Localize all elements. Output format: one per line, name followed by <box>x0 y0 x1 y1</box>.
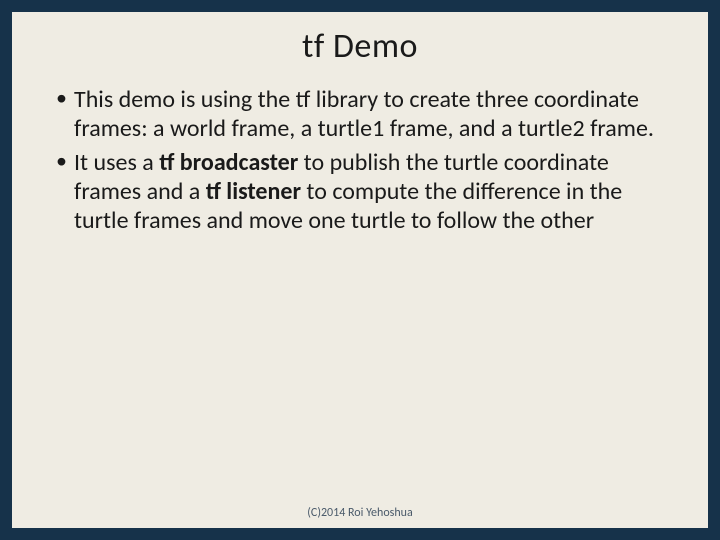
slide-title: tf Demo <box>12 12 708 85</box>
bullet-item: This demo is using the tf library to cre… <box>56 85 678 144</box>
bullet-text-segment: It uses a <box>74 148 159 177</box>
bullet-text-segment: tf broadcaster <box>159 148 298 177</box>
bullet-item: It uses a tf broadcaster to publish the … <box>56 148 678 236</box>
slide-footer: (C)2014 Roi Yehoshua <box>12 506 708 528</box>
bullet-text-segment: This demo is using the tf library to cre… <box>74 85 654 143</box>
slide-container: tf Demo This demo is using the tf librar… <box>12 12 708 528</box>
slide-body: This demo is using the tf library to cre… <box>12 85 708 506</box>
bullet-list: This demo is using the tf library to cre… <box>56 85 678 235</box>
bullet-text-segment: tf listener <box>206 177 301 206</box>
